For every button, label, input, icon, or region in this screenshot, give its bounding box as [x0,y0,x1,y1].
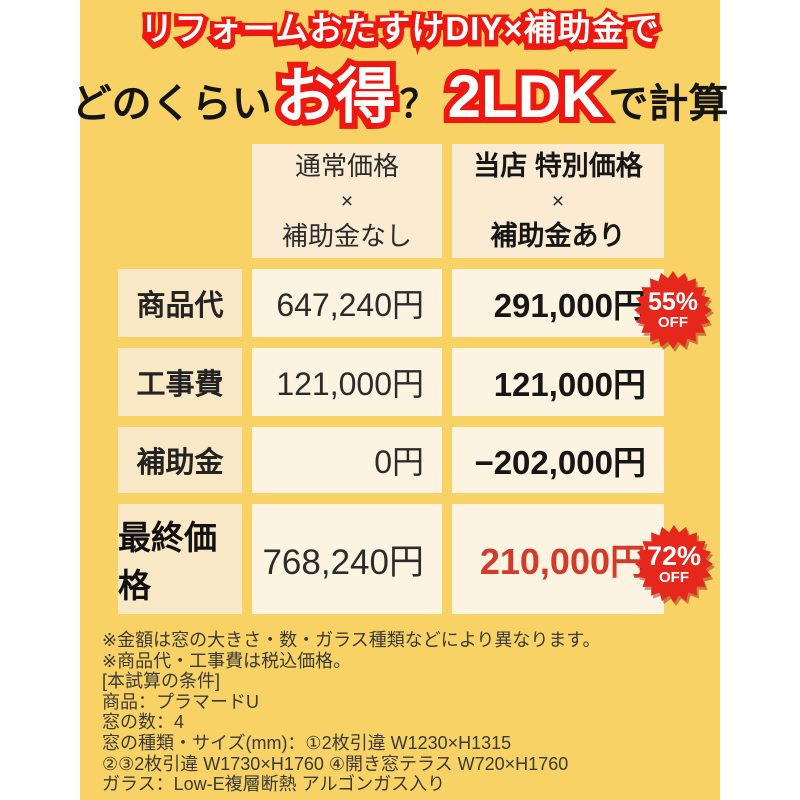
discount-badge-55: 55% OFF [633,270,713,350]
footnotes: ※金額は窓の大きさ・数・ガラス種類などにより異なります。 ※商品代・工事費は税込… [102,630,702,795]
header-special-line1: 当店 特別価格 [473,150,643,181]
value-product-normal: 647,240円 [252,269,442,337]
price-comparison-table: 通常価格 × 補助金なし 当店 特別価格 × 補助金あり 商品代 647,240… [118,144,664,614]
discount-off-label: OFF [658,314,688,331]
headline-seg-how-much: どのくらい [71,82,272,126]
value-construction-special: 121,000円 [452,348,664,416]
row-label-product-cost: 商品代 [118,269,242,337]
discount-percent: 72% [646,541,702,571]
note-line: ガラス：Low-E複層断熱 アルゴンガス入り [102,774,446,795]
note-line: [本試算の条件] [102,671,221,692]
value-product-special: 291,000円 [452,269,664,337]
column-header-normal-price: 通常価格 × 補助金なし [252,144,442,258]
note-line: ※商品代・工事費は税込価格。 [102,650,352,671]
headline-top-text: リフォームおたすけDIY×補助金で [140,10,659,47]
note-line: ②③2枚引違 W1730×H1760 ④開き窓テラス W720×H1760 [102,753,569,774]
starburst-icon [634,271,712,349]
row-label-subsidy: 補助金 [118,427,242,493]
row-label-construction-cost: 工事費 [118,348,242,416]
note-line: 商品：プラマードU [102,691,259,712]
discount-off-label: OFF [659,569,689,586]
starburst-icon [635,525,713,603]
value-subsidy-normal: 0円 [252,427,442,493]
header-special-line3: 補助金あり [490,220,626,251]
table-corner-empty [118,144,242,258]
header-normal-times: × [340,189,354,213]
value-final-normal: 768,240円 [252,504,442,614]
discount-badge-72: 72% OFF [634,524,714,604]
value-subsidy-special: −202,000円 [452,427,664,493]
promo-flyer: リフォームおたすけDIY×補助金で どのくらい お得 ？ 2LDK で計算 通常… [72,0,729,800]
headline-main: どのくらい お得 ？ 2LDK で計算 [72,48,729,135]
headline-question-mark: ？ [399,84,438,126]
header-special-times: × [551,189,565,213]
headline-accent-otoku: お得 [276,48,396,135]
discount-badge-72-text: 72% OFF [634,524,714,604]
headline-top: リフォームおたすけDIY×補助金で [80,8,720,50]
headline-seg-calc: で計算 [608,82,729,126]
headline-accent-2ldk: 2LDK [448,62,605,131]
header-normal-line3: 補助金なし [281,220,412,251]
column-header-special-price: 当店 特別価格 × 補助金あり [452,144,664,258]
row-label-final-price: 最終価格 [118,504,242,614]
header-normal-line1: 通常価格 [294,150,399,181]
value-construction-normal: 121,000円 [252,348,442,416]
note-line: ※金額は窓の大きさ・数・ガラス種類などにより異なります。 [102,630,601,650]
discount-percent: 55% [647,288,699,316]
note-line: 窓の数：4 [102,712,185,733]
note-line: 窓の種類・サイズ(mm)：①2枚引違 W1230×H1315 [102,732,512,753]
discount-badge-55-text: 55% OFF [633,270,713,350]
value-final-special: 210,000円 [452,504,664,614]
